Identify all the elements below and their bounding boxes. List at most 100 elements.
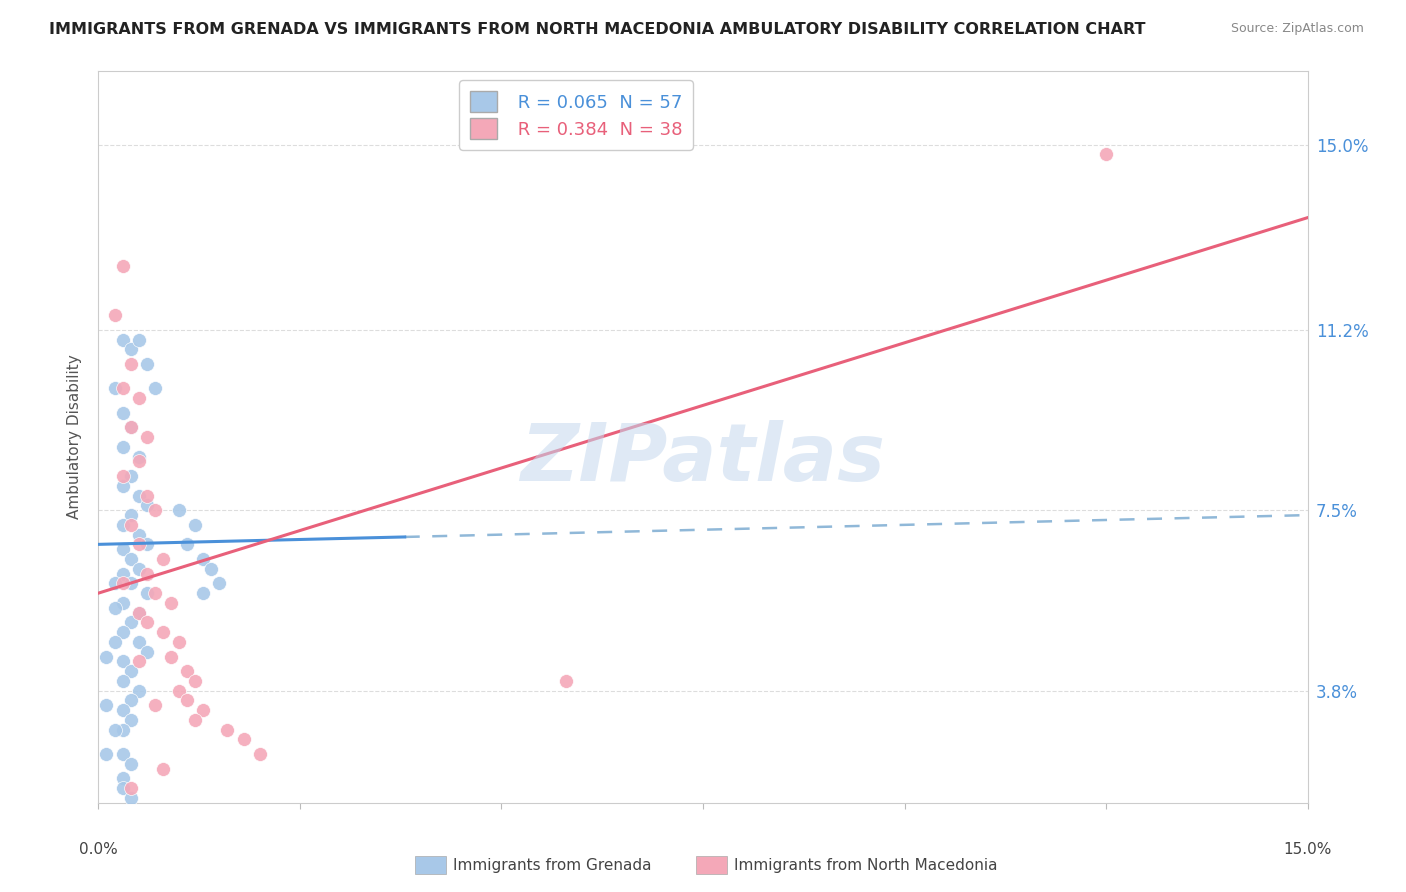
Point — [120, 791, 142, 805]
Point — [103, 600, 125, 615]
Point — [135, 489, 157, 503]
Point — [111, 576, 134, 591]
Point — [128, 454, 150, 468]
Point — [128, 606, 150, 620]
Point — [111, 440, 134, 454]
Point — [96, 698, 118, 713]
Point — [120, 664, 142, 678]
Point — [135, 586, 157, 600]
Point — [103, 381, 125, 395]
Point — [120, 756, 142, 771]
Point — [111, 381, 134, 395]
Point — [193, 586, 215, 600]
Point — [184, 673, 207, 688]
Point — [111, 596, 134, 610]
Point — [111, 654, 134, 668]
Point — [103, 576, 125, 591]
Point — [135, 430, 157, 444]
Point — [111, 772, 134, 786]
Point — [96, 649, 118, 664]
Point — [111, 747, 134, 761]
Point — [555, 673, 578, 688]
Point — [135, 537, 157, 551]
Point — [135, 615, 157, 630]
Point — [120, 343, 142, 357]
Text: Immigrants from Grenada: Immigrants from Grenada — [453, 858, 651, 872]
Text: ZIPatlas: ZIPatlas — [520, 420, 886, 498]
Point — [120, 552, 142, 566]
Point — [120, 781, 142, 796]
Point — [167, 635, 190, 649]
Point — [184, 713, 207, 727]
Point — [176, 693, 198, 707]
Point — [128, 537, 150, 551]
Point — [128, 683, 150, 698]
Point — [152, 762, 174, 776]
Point — [120, 693, 142, 707]
Point — [111, 566, 134, 581]
Point — [135, 645, 157, 659]
Point — [111, 703, 134, 717]
Text: Immigrants from North Macedonia: Immigrants from North Macedonia — [734, 858, 997, 872]
Point — [208, 576, 231, 591]
Point — [128, 635, 150, 649]
Point — [103, 635, 125, 649]
Point — [128, 450, 150, 464]
Point — [135, 357, 157, 371]
Point — [120, 420, 142, 434]
Point — [160, 596, 183, 610]
Point — [96, 747, 118, 761]
Point — [128, 654, 150, 668]
Point — [135, 566, 157, 581]
Point — [111, 625, 134, 640]
Point — [193, 703, 215, 717]
Point — [128, 489, 150, 503]
Point — [184, 517, 207, 532]
Point — [111, 542, 134, 557]
Point — [120, 517, 142, 532]
Point — [103, 723, 125, 737]
Text: IMMIGRANTS FROM GRENADA VS IMMIGRANTS FROM NORTH MACEDONIA AMBULATORY DISABILITY: IMMIGRANTS FROM GRENADA VS IMMIGRANTS FR… — [49, 22, 1146, 37]
Point — [111, 673, 134, 688]
Point — [111, 406, 134, 420]
Point — [128, 333, 150, 347]
Point — [120, 508, 142, 522]
Point — [232, 732, 254, 747]
Point — [135, 499, 157, 513]
Point — [120, 615, 142, 630]
Point — [143, 503, 166, 517]
Point — [111, 260, 134, 274]
Point — [120, 357, 142, 371]
Point — [176, 664, 198, 678]
Point — [160, 649, 183, 664]
Point — [176, 537, 198, 551]
Point — [152, 625, 174, 640]
Point — [152, 552, 174, 566]
Point — [143, 586, 166, 600]
Point — [111, 469, 134, 483]
Point — [120, 420, 142, 434]
Text: 15.0%: 15.0% — [1284, 842, 1331, 857]
Point — [111, 781, 134, 796]
Point — [103, 308, 125, 322]
Point — [111, 517, 134, 532]
Point — [193, 552, 215, 566]
Point — [217, 723, 239, 737]
Point — [143, 381, 166, 395]
Point — [249, 747, 271, 761]
Point — [111, 479, 134, 493]
Point — [120, 469, 142, 483]
Point — [111, 333, 134, 347]
Point — [143, 698, 166, 713]
Point — [167, 503, 190, 517]
Point — [128, 606, 150, 620]
Point — [128, 391, 150, 405]
Point — [120, 576, 142, 591]
Point — [111, 723, 134, 737]
Legend:  R = 0.065  N = 57,  R = 0.384  N = 38: R = 0.065 N = 57, R = 0.384 N = 38 — [460, 80, 693, 150]
Point — [128, 562, 150, 576]
Text: Source: ZipAtlas.com: Source: ZipAtlas.com — [1230, 22, 1364, 36]
Point — [200, 562, 222, 576]
Y-axis label: Ambulatory Disability: Ambulatory Disability — [67, 355, 83, 519]
Text: 0.0%: 0.0% — [79, 842, 118, 857]
